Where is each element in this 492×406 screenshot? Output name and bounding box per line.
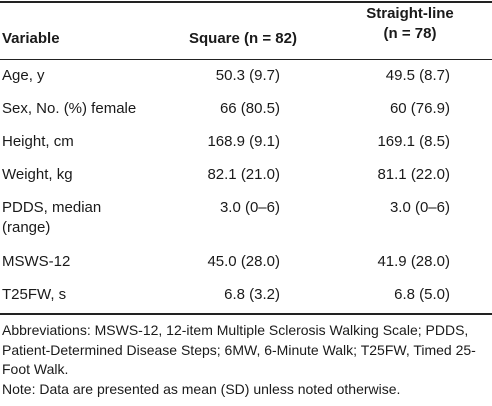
row-straight-value: 60 (76.9) bbox=[389, 100, 450, 117]
row-straight-value: 81.1 (22.0) bbox=[377, 166, 450, 183]
row-variable: Sex, No. (%) female bbox=[2, 100, 137, 117]
row-variable-line-2: (range) bbox=[2, 219, 51, 236]
footnote-abbreviations: Abbreviations: MSWS-12, 12-item Multiple… bbox=[2, 322, 476, 377]
row-variable: MSWS-12 bbox=[2, 253, 71, 270]
row-straight-value: 41.9 (28.0) bbox=[377, 253, 450, 270]
row-variable: T25FW, s bbox=[2, 286, 67, 303]
header-straight-line-count: (n = 78) bbox=[383, 25, 437, 42]
row-variable: Height, cm bbox=[2, 133, 74, 150]
row-straight-value: 3.0 (0–6) bbox=[389, 199, 450, 216]
row-square-value: 168.9 (9.1) bbox=[207, 133, 280, 150]
table-header-rule bbox=[0, 59, 492, 61]
row-square-value: 50.3 (9.7) bbox=[215, 67, 280, 84]
row-straight-value: 6.8 (5.0) bbox=[394, 286, 450, 303]
row-straight-value: 49.5 (8.7) bbox=[385, 67, 450, 84]
row-square-value: 82.1 (21.0) bbox=[207, 166, 280, 183]
footnote-note: Note: Data are presented as mean (SD) un… bbox=[2, 380, 401, 397]
row-square-value: 6.8 (3.2) bbox=[224, 286, 280, 303]
row-variable: PDDS, median (range) bbox=[2, 198, 162, 238]
header-straight-line: Straight-line (n = 78) bbox=[350, 4, 470, 44]
table-footnotes: Abbreviations: MSWS-12, 12-item Multiple… bbox=[2, 321, 490, 399]
row-square-value: 45.0 (28.0) bbox=[207, 253, 280, 270]
header-variable: Variable bbox=[2, 30, 60, 47]
header-straight-line-title: Straight-line bbox=[366, 5, 454, 22]
table-top-rule bbox=[0, 1, 492, 3]
row-variable: Age, y bbox=[2, 67, 45, 84]
header-square: Square (n = 82) bbox=[189, 30, 297, 47]
row-straight-value: 169.1 (8.5) bbox=[377, 133, 450, 150]
row-square-value: 66 (80.5) bbox=[219, 100, 280, 117]
table-bottom-rule bbox=[0, 313, 492, 315]
row-variable-line-1: PDDS, median bbox=[2, 199, 102, 216]
row-variable: Weight, kg bbox=[2, 166, 73, 183]
row-square-value: 3.0 (0–6) bbox=[219, 199, 280, 216]
